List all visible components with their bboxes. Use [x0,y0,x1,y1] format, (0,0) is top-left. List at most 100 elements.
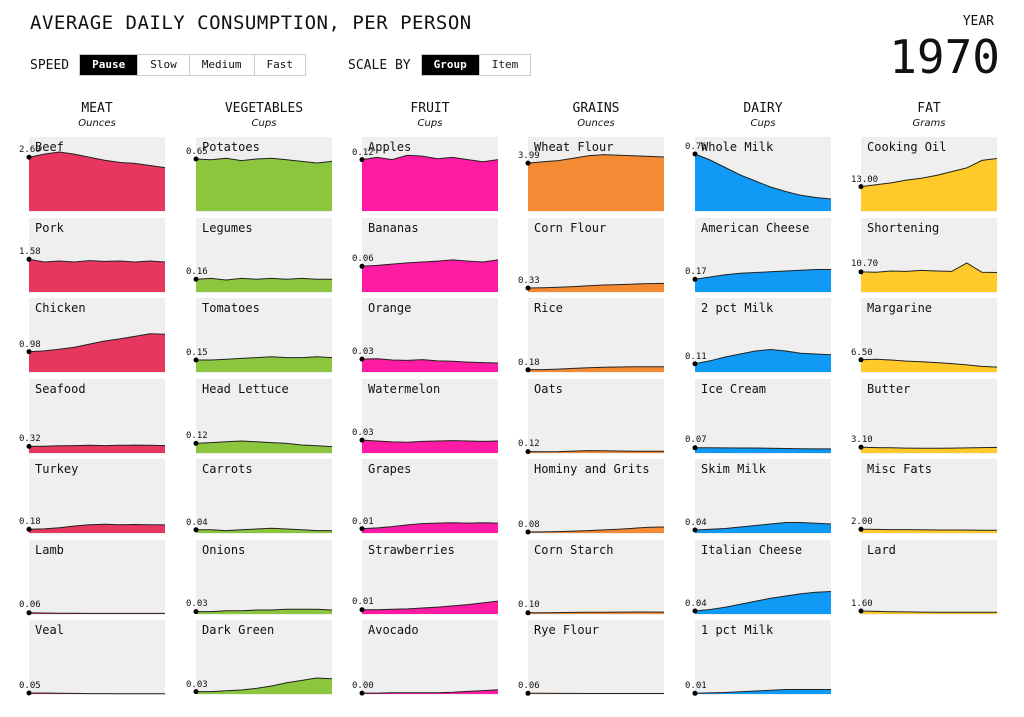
item-value-ice-cream: 0.07 [685,435,707,446]
sparkline-butter [858,444,998,453]
sparkline-corn-starch [525,609,665,615]
sparkline-onions [193,608,333,614]
line-2-pct-milk [694,348,832,365]
item-label-beef: Beef [35,140,64,154]
cell-onions[interactable]: Onions 0.03 [186,539,333,615]
cell-oats[interactable]: Oats 0.12 [518,378,664,454]
speed-slow-button[interactable]: Slow [137,55,189,75]
speed-label: SPEED [30,57,70,73]
cell-head-lettuce[interactable]: Head Lettuce 0.12 [186,378,333,454]
sparkline-american-cheese [692,268,831,292]
area-wheat-flour [528,154,664,211]
cell-corn-starch[interactable]: Corn Starch 0.10 [518,539,665,615]
cell-cooking-oil[interactable]: Cooking Oil 13.00 [851,137,998,212]
line-head-lettuce [195,439,333,447]
item-value-seafood: 0.32 [19,433,41,444]
line-italian-cheese [694,590,832,611]
line-whole-milk [694,153,832,200]
cell-rye-flour[interactable]: Rye Flour 0.06 [518,620,664,696]
cell-whole-milk[interactable]: Whole Milk 0.76 [685,137,832,212]
cell-butter[interactable]: Butter 3.10 [851,378,998,454]
cell-1-pct-milk[interactable]: 1 pct Milk 0.01 [685,620,831,696]
area-margarine [861,359,997,372]
item-label-strawberries: Strawberries [368,542,455,557]
line-oats [527,449,664,452]
item-value-rye-flour: 0.06 [518,681,540,692]
item-value-margarine: 6.50 [851,347,873,358]
cell-carrots[interactable]: Carrots 0.04 [186,459,332,534]
line-ice-cream [695,446,831,449]
cell-seafood[interactable]: Seafood 0.32 [19,378,166,454]
line-lard [860,610,997,613]
start-point-bananas [359,263,365,269]
cell-avocado[interactable]: Avocado 0.00 [352,620,499,696]
cell-chicken[interactable]: Chicken 0.98 [19,298,166,373]
cell-shortening[interactable]: Shortening 10.70 [851,217,998,293]
speed-pause-button[interactable]: Pause [80,55,138,75]
controls-bar: SPEED Pause Slow Medium Fast SCALE BY Gr… [30,54,532,76]
area-legumes [196,277,332,292]
scale-item-button[interactable]: Item [478,55,531,75]
line-tomatoes [196,356,333,361]
item-label-wheat-flour: Wheat Flour [534,140,614,154]
cell-veal[interactable]: Veal 0.05 [19,620,165,696]
item-value-1-pct-milk: 0.01 [685,681,707,692]
cell-legumes[interactable]: Legumes 0.16 [186,217,332,293]
speed-medium-button[interactable]: Medium [188,55,254,75]
cell-lard[interactable]: Lard 1.60 [851,539,997,615]
cell-skim-milk[interactable]: Skim Milk 0.04 [685,459,832,534]
cell-turkey[interactable]: Turkey 0.18 [19,459,166,534]
cell-american-cheese[interactable]: American Cheese 0.17 [685,217,831,293]
cell-rice[interactable]: Rice 0.18 [518,298,665,373]
cell-2-pct-milk[interactable]: 2 pct Milk 0.11 [685,298,832,373]
speed-fast-button[interactable]: Fast [253,55,306,75]
cell-italian-cheese[interactable]: Italian Cheese 0.04 [685,539,832,615]
item-value-italian-cheese: 0.04 [685,598,707,609]
sparkline-veal [26,690,165,696]
item-value-veal: 0.05 [19,680,41,691]
item-value-misc-fats: 2.00 [851,517,873,528]
line-turkey [28,523,166,530]
cell-grapes[interactable]: Grapes 0.01 [352,459,499,534]
meat-group-name: MEAT [81,101,113,116]
cell-ice-cream[interactable]: Ice Cream 0.07 [685,378,831,454]
cell-margarine[interactable]: Margarine 6.50 [851,298,998,373]
meat-column-header: MEAT Ounces [29,101,165,129]
start-point-american-cheese [692,276,698,282]
cell-wheat-flour[interactable]: Wheat Flour 3.99 [518,137,665,212]
item-label-chicken: Chicken [35,301,86,315]
sparkline-pork [26,256,166,292]
cell-apples[interactable]: Apples 0.12 [352,137,499,212]
cell-dark-green[interactable]: Dark Green 0.03 [186,620,333,695]
cell-misc-fats[interactable]: Misc Fats 2.00 [851,459,997,534]
line-margarine [860,358,998,368]
cell-orange[interactable]: Orange 0.03 [352,298,499,373]
area-1-pct-milk [695,689,831,694]
cell-potatoes[interactable]: Potatoes 0.65 [186,137,333,212]
scale-group-button[interactable]: Group [421,55,479,75]
item-label-corn-starch: Corn Starch [534,542,614,557]
vegetables-unit: Cups [251,118,277,129]
start-point-whole-milk [692,151,698,157]
cell-pork[interactable]: Pork 1.58 [19,217,166,293]
line-potatoes [195,157,333,164]
grains-unit: Ounces [577,118,615,129]
cell-corn-flour[interactable]: Corn Flour 0.33 [518,217,665,293]
line-avocado [362,689,499,694]
cell-beef[interactable]: Beef 2.60 [19,137,166,212]
start-point-grapes [359,526,365,532]
cell-bananas[interactable]: Bananas 0.06 [352,217,499,293]
sparkline-carrots [193,527,332,533]
item-value-pork: 1.58 [19,246,41,257]
cell-watermelon[interactable]: Watermelon 0.03 [352,378,499,454]
cell-tomatoes[interactable]: Tomatoes 0.15 [186,298,333,373]
line-apples [361,154,499,163]
cell-hominy-and-grits[interactable]: Hominy and Grits 0.08 [518,459,665,535]
area-rice [528,366,664,372]
sparkline-turkey [26,523,166,533]
cell-strawberries[interactable]: Strawberries 0.01 [352,539,499,615]
sparkline-cooking-oil [858,158,998,211]
item-value-lamb: 0.06 [19,600,41,611]
cell-lamb[interactable]: Lamb 0.06 [19,539,165,615]
line-bananas [361,258,499,267]
